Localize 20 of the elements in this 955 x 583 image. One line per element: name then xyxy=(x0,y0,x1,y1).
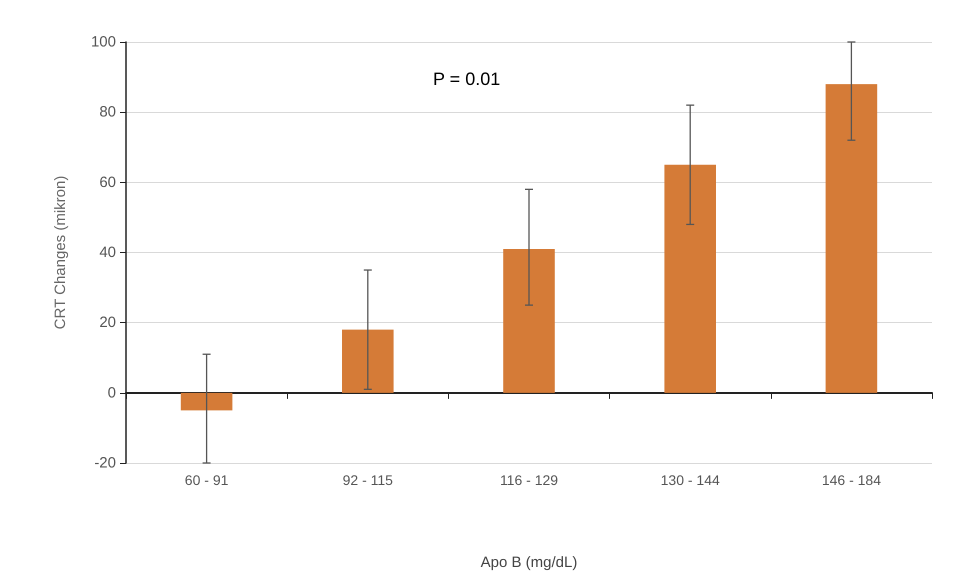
y-axis-title: CRT Changes (mikron) xyxy=(52,176,69,330)
y-tick-label: 0 xyxy=(108,384,116,402)
x-tick-label: 130 - 144 xyxy=(660,472,720,488)
bar xyxy=(826,84,878,393)
bar xyxy=(342,330,394,393)
bar xyxy=(503,248,555,393)
x-tick-label: 60 - 91 xyxy=(184,472,229,488)
y-tick-label: 100 xyxy=(90,34,116,50)
y-tick-label: -20 xyxy=(94,454,116,472)
y-tick-label: 40 xyxy=(99,244,116,261)
x-tick-label: 92 - 115 xyxy=(342,472,394,488)
bar xyxy=(180,392,232,410)
bar xyxy=(664,164,716,393)
y-tick-label: 20 xyxy=(99,314,116,332)
x-tick-label: 116 - 129 xyxy=(500,472,558,488)
x-axis-title: Apo B (mg/dL) xyxy=(480,554,578,571)
annotation: P = 0.01 xyxy=(433,69,500,89)
y-tick-label: 80 xyxy=(99,104,116,121)
x-tick-label: 146 - 184 xyxy=(822,472,882,488)
y-tick-label: 60 xyxy=(99,174,116,191)
